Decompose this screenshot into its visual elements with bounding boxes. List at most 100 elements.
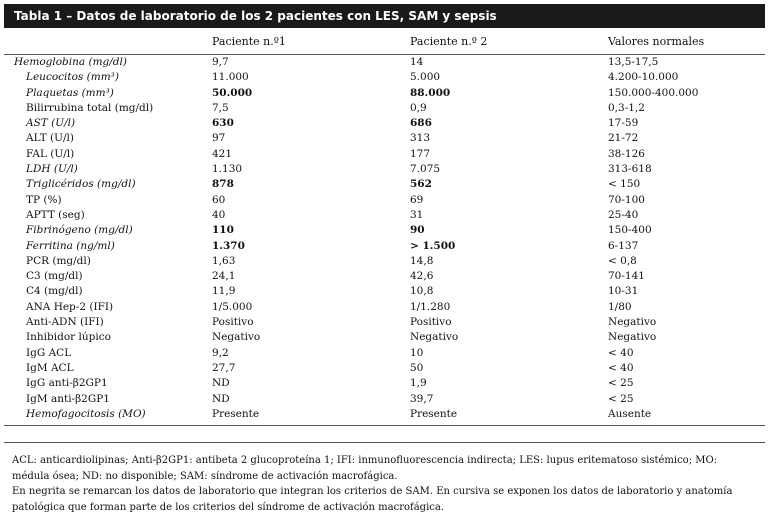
row-normal-value: 150.000-400.000 [608, 86, 699, 99]
row-parameter: PCR (mg/dl) [26, 254, 91, 267]
row-patient-1-value: 24,1 [212, 270, 236, 283]
row-patient-2-value: Positivo [410, 316, 452, 329]
table-footnotes: ACL: anticardiolipinas; Anti-β2GP1: anti… [4, 442, 765, 515]
table-row: Anti-ADN (IFI) Positivo Positivo Negativo [4, 315, 765, 330]
row-parameter: ANA Hep-2 (IFI) [26, 300, 114, 313]
row-parameter: IgG ACL [26, 346, 72, 359]
row-parameter: Hemofagocitosis (MO) [26, 407, 146, 420]
row-parameter: LDH (U/l) [26, 163, 78, 176]
row-patient-1-value: Presente [212, 407, 260, 420]
row-patient-1-value: 7,5 [212, 101, 229, 114]
row-normal-value: 70-141 [608, 270, 645, 283]
row-normal-value: 13,5-17,5 [608, 56, 659, 68]
table-bottom-rule [4, 425, 765, 427]
table-row: ALT (U/l) 97 313 21-72 [4, 131, 765, 146]
row-normal-value: 313-618 [608, 163, 652, 176]
row-patient-1-value: Positivo [212, 316, 254, 329]
row-normal-value: < 40 [608, 361, 634, 374]
row-patient-1-value: ND [212, 392, 230, 405]
row-normal-value: 4.200-10.000 [608, 71, 679, 84]
row-patient-1-value: 60 [212, 193, 226, 206]
row-patient-1-value: 9,7 [212, 56, 229, 68]
row-patient-2-value: 1,9 [410, 377, 427, 390]
row-normal-value: < 25 [608, 392, 634, 405]
table-row: APTT (seg) 40 31 25-40 [4, 208, 765, 223]
row-parameter: APTT (seg) [26, 208, 85, 221]
row-patient-1-value: 50.000 [212, 86, 253, 99]
lab-data-table: Paciente n.º1 Paciente n.º 2 Valores nor… [4, 28, 765, 422]
row-parameter: IgM ACL [26, 361, 74, 374]
row-parameter: Triglicéridos (mg/dl) [26, 178, 136, 191]
table-row: Hemofagocitosis (MO) Presente Presente Ause… [4, 407, 765, 422]
table-row: ANA Hep-2 (IFI) 1/5.000 1/1.280 1/80 [4, 300, 765, 315]
row-patient-2-value: 686 [410, 117, 432, 130]
header-patient-1: Paciente n.º1 [212, 28, 410, 55]
row-normal-value: Negativo [608, 316, 657, 329]
row-parameter: FAL (U/l) [26, 147, 75, 160]
table-figure: Tabla 1 – Datos de laboratorio de los 2 … [4, 4, 765, 515]
table-row: IgM anti-β2GP1 ND 39,7 < 25 [4, 392, 765, 407]
row-normal-value: < 40 [608, 346, 634, 359]
table-row: Fibrinógeno (mg/dl) 110 90 150-400 [4, 223, 765, 238]
row-normal-value: 25-40 [608, 208, 639, 221]
row-normal-value: 21-72 [608, 132, 639, 145]
row-normal-value: 0,3-1,2 [608, 101, 645, 114]
table-header-row: Paciente n.º1 Paciente n.º 2 Valores nor… [4, 28, 765, 55]
row-patient-1-value: 9,2 [212, 346, 229, 359]
row-patient-2-value: 562 [410, 178, 432, 191]
table-row: AST (U/l) 630 686 17-59 [4, 116, 765, 131]
row-patient-2-value: 42,6 [410, 270, 434, 283]
footnote-abbreviations: ACL: anticardiolipinas; Anti-β2GP1: anti… [12, 455, 718, 482]
row-patient-2-value: 10,8 [410, 285, 434, 298]
row-patient-1-value: 27,7 [212, 361, 236, 374]
row-patient-2-value: 177 [410, 147, 431, 160]
row-patient-1-value: 1.370 [212, 239, 245, 252]
row-patient-1-value: 110 [212, 224, 234, 237]
table-row: Ferritina (ng/ml) 1.370 > 1.500 6-137 [4, 239, 765, 254]
row-parameter: C3 (mg/dl) [26, 270, 83, 283]
header-parameter [4, 28, 212, 55]
table-row: Leucocitos (mm³) 11.000 5.000 4.200-10.000 [4, 70, 765, 85]
row-patient-1-value: Negativo [212, 331, 261, 344]
table-row: Inhibidor lúpico Negativo Negativo Negativo [4, 330, 765, 345]
row-normal-value: < 0,8 [608, 254, 637, 267]
row-normal-value: < 25 [608, 377, 634, 390]
row-patient-2-value: 50 [410, 361, 424, 374]
table-row: LDH (U/l) 1.130 7.075 313-618 [4, 162, 765, 177]
table-title: Tabla 1 – Datos de laboratorio de los 2 … [4, 4, 765, 28]
table-row: TP (%) 60 69 70-100 [4, 193, 765, 208]
row-patient-1-value: ND [212, 377, 230, 390]
row-patient-2-value: 313 [410, 132, 431, 145]
row-parameter: Bilirrubina total (mg/dl) [26, 101, 154, 114]
row-patient-2-value: Presente [410, 407, 458, 420]
row-patient-2-value: > 1.500 [410, 239, 456, 252]
table-row: Hemoglobina (mg/dl) 9,7 14 13,5-17,5 [4, 55, 765, 71]
row-patient-2-value: 0,9 [410, 101, 427, 114]
table-row: Plaquetas (mm³) 50.000 88.000 150.000-400.0… [4, 86, 765, 101]
row-normal-value: Ausente [608, 407, 652, 420]
row-patient-1-value: 11.000 [212, 71, 249, 84]
row-patient-2-value: 10 [410, 346, 424, 359]
row-patient-2-value: 1/1.280 [410, 300, 451, 313]
row-patient-2-value: 14 [410, 56, 424, 68]
row-patient-2-value: Negativo [410, 331, 459, 344]
table-row: C3 (mg/dl) 24,1 42,6 70-141 [4, 269, 765, 284]
table-row: PCR (mg/dl) 1,63 14,8 < 0,8 [4, 254, 765, 269]
row-parameter: Hemoglobina (mg/dl) [14, 56, 127, 68]
row-patient-1-value: 40 [212, 208, 226, 221]
row-normal-value: 10-31 [608, 285, 639, 298]
row-parameter: AST (U/l) [26, 117, 76, 130]
row-patient-1-value: 421 [212, 147, 233, 160]
row-patient-1-value: 1/5.000 [212, 300, 253, 313]
table-row: FAL (U/l) 421 177 38-126 [4, 147, 765, 162]
row-parameter: Inhibidor lúpico [26, 331, 111, 344]
row-parameter: IgM anti-β2GP1 [26, 392, 110, 405]
table-row: C4 (mg/dl) 11,9 10,8 10-31 [4, 284, 765, 299]
header-normal-values: Valores normales [608, 28, 765, 55]
row-patient-1-value: 1.130 [212, 163, 243, 176]
row-normal-value: 38-126 [608, 147, 645, 160]
row-parameter: Plaquetas (mm³) [26, 86, 114, 99]
row-normal-value: 70-100 [608, 193, 645, 206]
row-patient-2-value: 90 [410, 224, 425, 237]
row-patient-1-value: 878 [212, 178, 234, 191]
